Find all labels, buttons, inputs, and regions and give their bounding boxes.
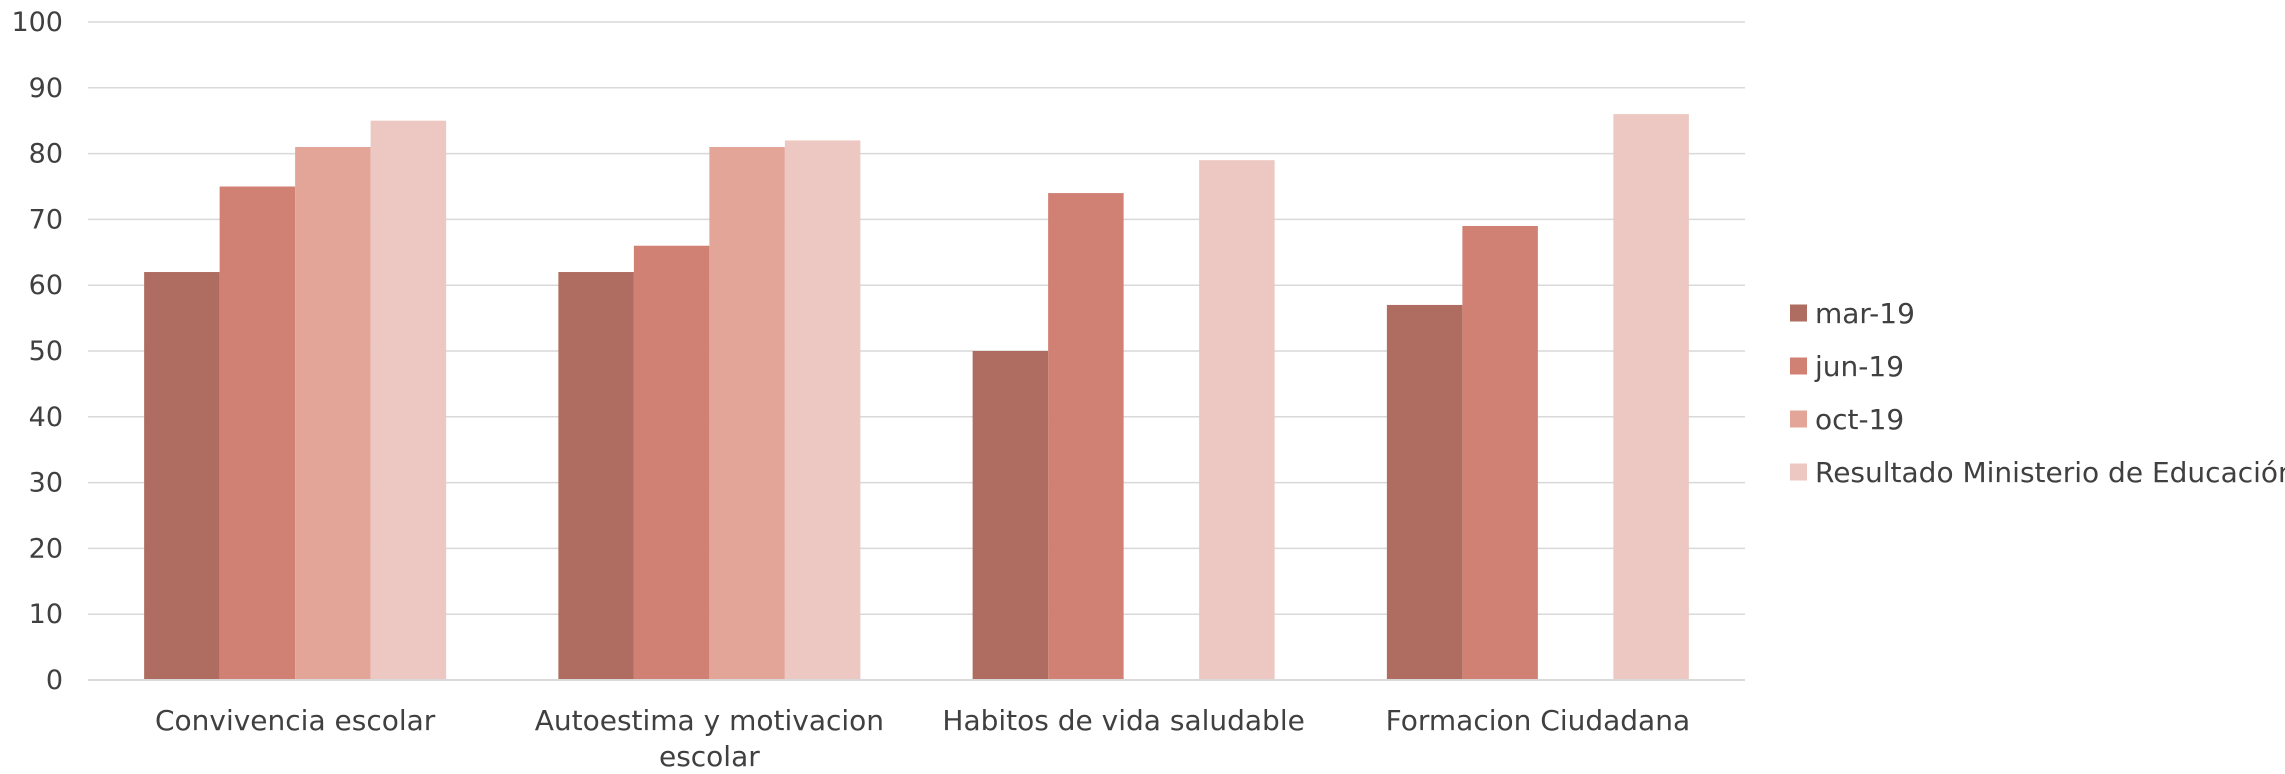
bar [709,147,785,680]
y-tick-label: 100 [11,7,63,38]
bar [1199,160,1275,680]
legend-label: mar-19 [1815,297,1915,330]
bar [558,272,634,680]
y-tick-label: 60 [29,270,63,301]
bar [1462,225,1538,681]
legend-swatch [1790,304,1807,322]
bar [219,186,296,680]
y-tick-label: 20 [29,533,63,564]
bars [144,114,1689,681]
legend-swatch [1790,357,1807,375]
legend-swatch [1790,410,1807,428]
y-tick-label: 70 [29,204,63,235]
y-tick-label: 50 [29,336,63,367]
y-tick-label: 10 [29,599,63,630]
bar [784,140,861,680]
x-axis-labels: Convivencia escolar Autoestima y motivaci… [155,704,1691,773]
x-category-label: escolar [659,740,760,770]
y-tick-label: 30 [29,468,63,499]
legend-label: jun-19 [1814,350,1904,383]
x-category-label: Convivencia escolar [155,704,436,737]
x-category-label: Autoestima y motivacion [535,704,884,737]
y-tick-label: 90 [29,73,63,104]
y-tick-label: 80 [29,139,63,170]
bar [370,120,447,680]
legend-label: Resultado Ministerio de Educación [1815,456,2285,489]
legend-label: oct-19 [1815,403,1904,436]
y-axis-ticks: 0 10 20 30 40 50 60 70 80 90 100 [11,7,63,696]
x-category-label: Habitos de vida saludable [942,704,1304,737]
bar [633,245,710,680]
bar [1386,304,1463,680]
legend-swatch [1790,463,1807,481]
bar [972,351,1049,680]
x-category-label: Formacion Ciudadana [1386,704,1691,737]
bar [1613,114,1689,681]
y-tick-label: 40 [29,402,63,433]
bar [295,147,371,680]
bar [144,272,220,680]
legend: mar-19 jun-19 oct-19 Resultado Ministerio d… [1790,297,2285,489]
y-tick-label: 0 [46,665,63,696]
bar [1048,193,1124,680]
